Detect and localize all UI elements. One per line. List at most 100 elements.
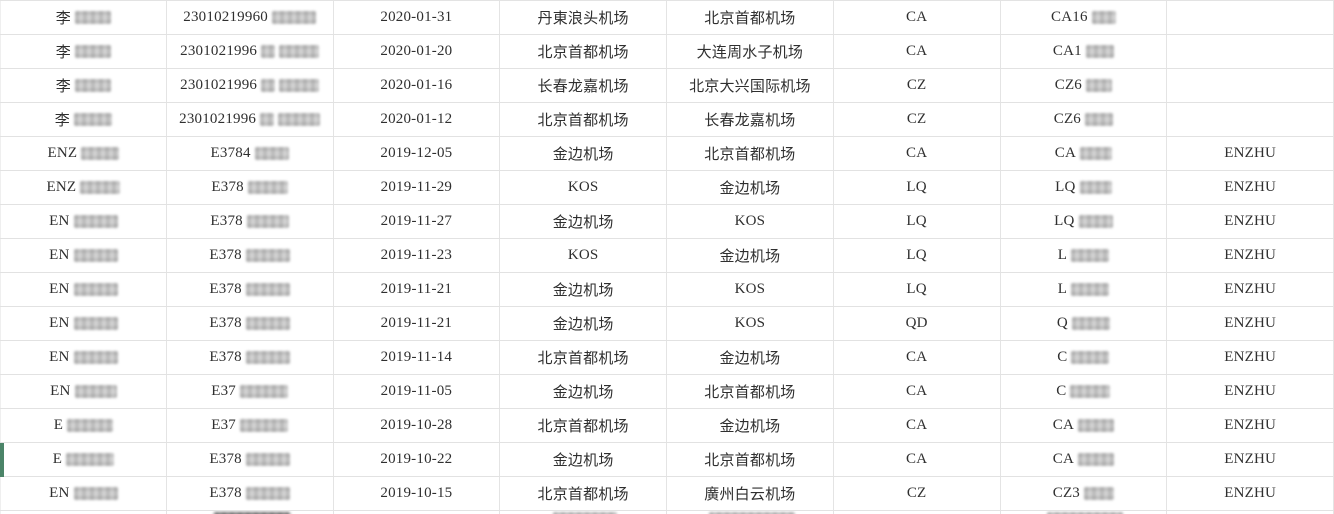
- cell-passenger-name[interactable]: EN: [0, 375, 167, 408]
- cell-flight-number[interactable]: CA: [1001, 443, 1168, 476]
- cell-departure-airport[interactable]: 金边机场: [500, 375, 667, 408]
- cell-departure-airport[interactable]: 长春龙嘉机场: [500, 69, 667, 102]
- cell-flight-date[interactable]: 2020-01-16: [334, 69, 501, 102]
- cell-flight-date[interactable]: 2019-11-29: [334, 171, 501, 204]
- cell-arrival-airport[interactable]: KOS: [667, 273, 834, 306]
- cell-airline-code[interactable]: CA: [834, 137, 1001, 170]
- cell-flight-date[interactable]: 2019-10-22: [334, 443, 501, 476]
- cell-remark[interactable]: ENZHU: [1167, 477, 1334, 510]
- cell-flight-date[interactable]: 2020-01-31: [334, 1, 501, 34]
- cell-flight-date[interactable]: 2019-11-21: [334, 307, 501, 340]
- cell-remark[interactable]: [1167, 103, 1334, 136]
- cell-arrival-airport[interactable]: 金边机场: [667, 239, 834, 272]
- cell-flight-number[interactable]: CA: [1001, 137, 1168, 170]
- cell-departure-airport[interactable]: 金边机场: [500, 205, 667, 238]
- cell-flight-number[interactable]: LQ: [1001, 205, 1168, 238]
- cell-arrival-airport[interactable]: 北京首都机场: [667, 443, 834, 476]
- cell-airline-code[interactable]: [834, 511, 1001, 514]
- cell-remark[interactable]: ENZHU: [1167, 273, 1334, 306]
- cell-remark[interactable]: ENZHU: [1167, 409, 1334, 442]
- cell-airline-code[interactable]: LQ: [834, 273, 1001, 306]
- cell-arrival-airport[interactable]: 金边机场: [667, 341, 834, 374]
- cell-id-number[interactable]: E378: [167, 341, 334, 374]
- cell-departure-airport[interactable]: KOS: [500, 171, 667, 204]
- cell-passenger-name[interactable]: E: [0, 443, 167, 476]
- cell-id-number[interactable]: E378: [167, 273, 334, 306]
- cell-passenger-name[interactable]: EN: [0, 341, 167, 374]
- cell-flight-date[interactable]: 2019-11-14: [334, 341, 501, 374]
- cell-arrival-airport[interactable]: KOS: [667, 205, 834, 238]
- cell-departure-airport[interactable]: 丹東浪头机场: [500, 1, 667, 34]
- cell-departure-airport[interactable]: 北京首都机场: [500, 103, 667, 136]
- cell-departure-airport[interactable]: [500, 511, 667, 514]
- cell-flight-number[interactable]: CZ6: [1001, 103, 1168, 136]
- cell-flight-number[interactable]: CA1: [1001, 35, 1168, 68]
- cell-id-number[interactable]: 2301021996: [167, 103, 334, 136]
- cell-departure-airport[interactable]: 北京首都机场: [500, 35, 667, 68]
- cell-remark[interactable]: ENZHU: [1167, 137, 1334, 170]
- cell-remark[interactable]: ENZHU: [1167, 443, 1334, 476]
- cell-passenger-name[interactable]: EN: [0, 205, 167, 238]
- cell-flight-date[interactable]: 2019-10-28: [334, 409, 501, 442]
- cell-id-number[interactable]: E378: [167, 443, 334, 476]
- cell-arrival-airport[interactable]: 北京首都机场: [667, 137, 834, 170]
- cell-remark[interactable]: ENZHU: [1167, 239, 1334, 272]
- cell-flight-date[interactable]: 2019-11-05: [334, 375, 501, 408]
- cell-passenger-name[interactable]: ENZ: [0, 137, 167, 170]
- cell-departure-airport[interactable]: 金边机场: [500, 443, 667, 476]
- cell-id-number[interactable]: E378: [167, 171, 334, 204]
- cell-flight-date[interactable]: 2020-01-20: [334, 35, 501, 68]
- cell-flight-date[interactable]: 2020-01-12: [334, 103, 501, 136]
- cell-flight-date[interactable]: 2019-11-21: [334, 273, 501, 306]
- cell-airline-code[interactable]: CA: [834, 409, 1001, 442]
- cell-remark[interactable]: ENZHU: [1167, 205, 1334, 238]
- cell-passenger-name[interactable]: E: [0, 409, 167, 442]
- cell-flight-number[interactable]: LQ: [1001, 171, 1168, 204]
- cell-airline-code[interactable]: CA: [834, 341, 1001, 374]
- cell-arrival-airport[interactable]: [667, 511, 834, 514]
- cell-id-number[interactable]: 23010219960: [167, 1, 334, 34]
- cell-passenger-name[interactable]: EN: [0, 307, 167, 340]
- cell-airline-code[interactable]: CZ: [834, 103, 1001, 136]
- cell-airline-code[interactable]: CA: [834, 375, 1001, 408]
- cell-departure-airport[interactable]: 金边机场: [500, 307, 667, 340]
- cell-flight-number[interactable]: CA16: [1001, 1, 1168, 34]
- cell-id-number[interactable]: 2301021996: [167, 69, 334, 102]
- cell-remark[interactable]: [1167, 1, 1334, 34]
- cell-passenger-name[interactable]: EN: [0, 239, 167, 272]
- cell-departure-airport[interactable]: 北京首都机场: [500, 477, 667, 510]
- cell-departure-airport[interactable]: 北京首都机场: [500, 409, 667, 442]
- cell-flight-date[interactable]: 2019-11-27: [334, 205, 501, 238]
- cell-airline-code[interactable]: LQ: [834, 171, 1001, 204]
- cell-flight-date[interactable]: [334, 511, 501, 514]
- cell-id-number[interactable]: E3784: [167, 137, 334, 170]
- cell-arrival-airport[interactable]: 长春龙嘉机场: [667, 103, 834, 136]
- cell-remark[interactable]: ENZHU: [1167, 171, 1334, 204]
- cell-flight-date[interactable]: 2019-10-15: [334, 477, 501, 510]
- cell-arrival-airport[interactable]: 金边机场: [667, 409, 834, 442]
- cell-flight-date[interactable]: 2019-12-05: [334, 137, 501, 170]
- cell-airline-code[interactable]: CA: [834, 35, 1001, 68]
- cell-departure-airport[interactable]: KOS: [500, 239, 667, 272]
- cell-id-number[interactable]: 2301021996: [167, 35, 334, 68]
- cell-departure-airport[interactable]: 北京首都机场: [500, 341, 667, 374]
- cell-arrival-airport[interactable]: 北京首都机场: [667, 375, 834, 408]
- cell-arrival-airport[interactable]: 大连周水子机场: [667, 35, 834, 68]
- cell-flight-number[interactable]: CZ3: [1001, 477, 1168, 510]
- cell-flight-number[interactable]: CA: [1001, 409, 1168, 442]
- cell-departure-airport[interactable]: 金边机场: [500, 137, 667, 170]
- cell-airline-code[interactable]: CZ: [834, 477, 1001, 510]
- cell-remark[interactable]: [1167, 35, 1334, 68]
- cell-flight-date[interactable]: 2019-11-23: [334, 239, 501, 272]
- cell-passenger-name[interactable]: 李: [0, 1, 167, 34]
- cell-arrival-airport[interactable]: 北京首都机场: [667, 1, 834, 34]
- cell-flight-number[interactable]: Q: [1001, 307, 1168, 340]
- cell-passenger-name[interactable]: 李: [0, 103, 167, 136]
- cell-flight-number[interactable]: L: [1001, 239, 1168, 272]
- cell-airline-code[interactable]: CA: [834, 1, 1001, 34]
- cell-airline-code[interactable]: CA: [834, 443, 1001, 476]
- cell-arrival-airport[interactable]: KOS: [667, 307, 834, 340]
- cell-arrival-airport[interactable]: 廣州白云机场: [667, 477, 834, 510]
- cell-airline-code[interactable]: LQ: [834, 205, 1001, 238]
- cell-id-number[interactable]: E37: [167, 375, 334, 408]
